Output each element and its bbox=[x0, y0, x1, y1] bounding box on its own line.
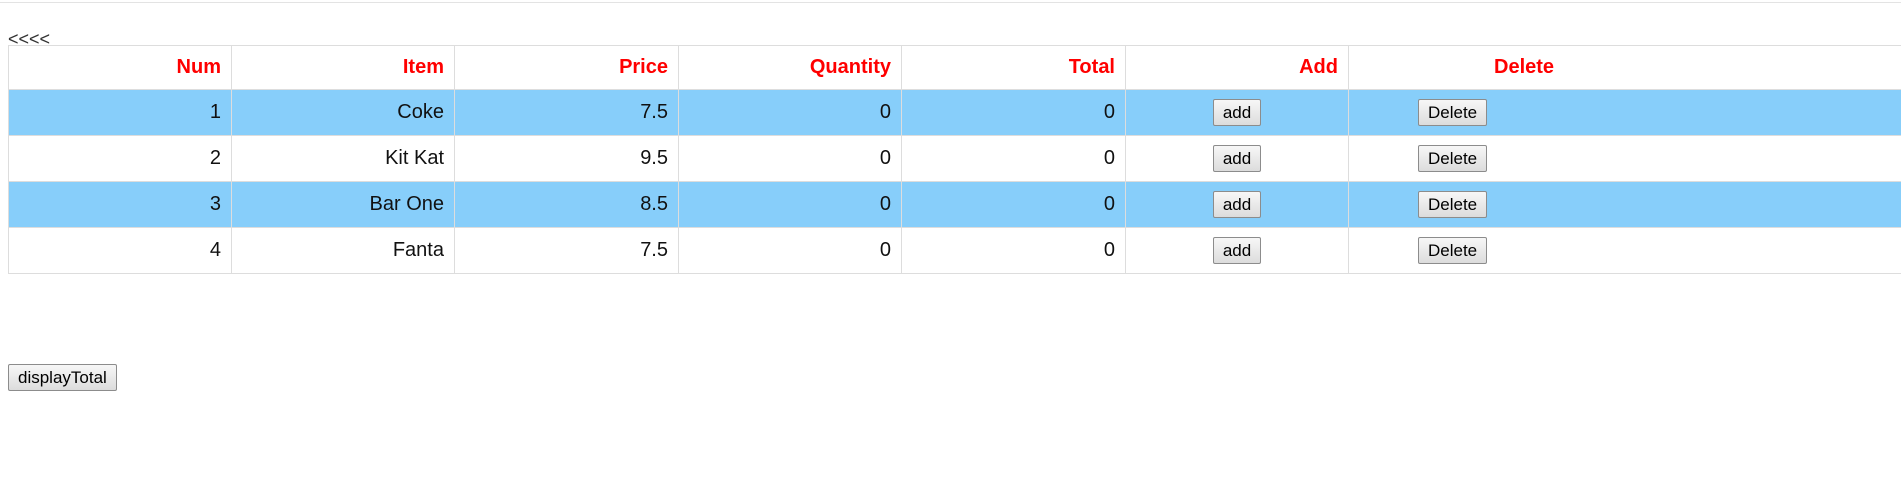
header-total: Total bbox=[901, 45, 1126, 90]
add-button[interactable]: add bbox=[1212, 237, 1262, 264]
delete-button[interactable]: Delete bbox=[1418, 99, 1488, 126]
back-link[interactable]: <<<< bbox=[8, 29, 51, 49]
row-total: 0 bbox=[901, 89, 1126, 136]
row-item: Coke bbox=[231, 89, 455, 136]
row-item: Fanta bbox=[231, 227, 455, 274]
row-add-cell: add bbox=[1125, 181, 1349, 228]
table-row: 1 Coke 7.5 0 0 add Delete bbox=[8, 89, 1901, 136]
row-price: 8.5 bbox=[454, 181, 679, 228]
row-delete-cell: Delete bbox=[1348, 227, 1901, 274]
header-price: Price bbox=[454, 45, 679, 90]
header-row: Num Item Price Quantity Total Add Delete bbox=[8, 45, 1901, 90]
table-row: 4 Fanta 7.5 0 0 add Delete bbox=[8, 227, 1901, 274]
row-add-cell: add bbox=[1125, 227, 1349, 274]
header-add: Add bbox=[1125, 45, 1349, 90]
row-num: 4 bbox=[8, 227, 232, 274]
row-delete-cell: Delete bbox=[1348, 89, 1901, 136]
row-price: 9.5 bbox=[454, 135, 679, 182]
row-total: 0 bbox=[901, 181, 1126, 228]
row-quantity: 0 bbox=[678, 89, 902, 136]
delete-button[interactable]: Delete bbox=[1418, 237, 1488, 264]
row-total: 0 bbox=[901, 135, 1126, 182]
add-button[interactable]: add bbox=[1212, 191, 1262, 218]
row-item: Kit Kat bbox=[231, 135, 455, 182]
delete-button[interactable]: Delete bbox=[1418, 191, 1488, 218]
cart-table: Num Item Price Quantity Total Add Delete… bbox=[8, 45, 1901, 274]
row-price: 7.5 bbox=[454, 227, 679, 274]
header-num: Num bbox=[8, 45, 232, 90]
row-quantity: 0 bbox=[678, 135, 902, 182]
header-item: Item bbox=[231, 45, 455, 90]
row-delete-cell: Delete bbox=[1348, 181, 1901, 228]
table-row: 2 Kit Kat 9.5 0 0 add Delete bbox=[8, 135, 1901, 182]
row-quantity: 0 bbox=[678, 227, 902, 274]
row-quantity: 0 bbox=[678, 181, 902, 228]
display-total-button[interactable]: displayTotal bbox=[8, 364, 117, 391]
add-button[interactable]: add bbox=[1212, 145, 1262, 172]
row-item: Bar One bbox=[231, 181, 455, 228]
add-button[interactable]: add bbox=[1212, 99, 1262, 126]
row-num: 2 bbox=[8, 135, 232, 182]
header-delete: Delete bbox=[1348, 45, 1901, 90]
row-num: 3 bbox=[8, 181, 232, 228]
top-divider bbox=[0, 2, 1901, 3]
row-add-cell: add bbox=[1125, 135, 1349, 182]
row-delete-cell: Delete bbox=[1348, 135, 1901, 182]
row-add-cell: add bbox=[1125, 89, 1349, 136]
header-quantity: Quantity bbox=[678, 45, 902, 90]
table-row: 3 Bar One 8.5 0 0 add Delete bbox=[8, 181, 1901, 228]
row-price: 7.5 bbox=[454, 89, 679, 136]
row-total: 0 bbox=[901, 227, 1126, 274]
row-num: 1 bbox=[8, 89, 232, 136]
delete-button[interactable]: Delete bbox=[1418, 145, 1488, 172]
